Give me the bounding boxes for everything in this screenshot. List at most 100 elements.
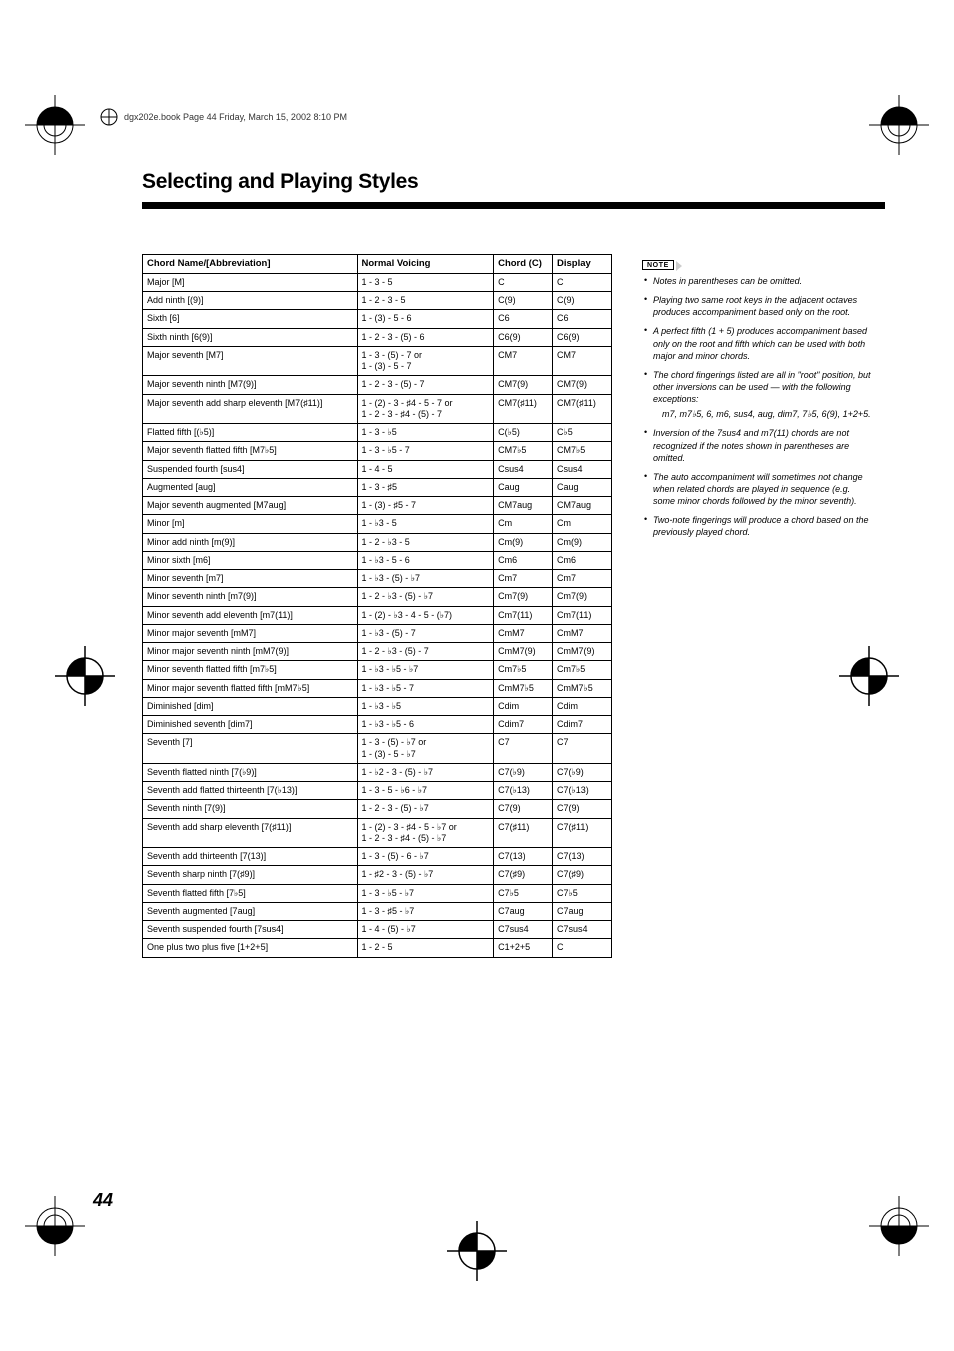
- table-cell: CmM7: [494, 624, 553, 642]
- table-row: Seventh suspended fourth [7sus4]1 - 4 - …: [143, 921, 612, 939]
- table-row: Major seventh ninth [M7(9)]1 - 2 - 3 - (…: [143, 376, 612, 394]
- note-item: The auto accompaniment will sometimes no…: [642, 471, 872, 507]
- table-row: Minor major seventh ninth [mM7(9)]1 - 2 …: [143, 643, 612, 661]
- table-cell: Flatted fifth [(♭5)]: [143, 424, 358, 442]
- table-cell: 1 - ♭2 - 3 - (5) - ♭7: [357, 763, 494, 781]
- table-row: Minor seventh add eleventh [m7(11)]1 - (…: [143, 606, 612, 624]
- table-cell: Seventh suspended fourth [7sus4]: [143, 921, 358, 939]
- crop-mark-icon: [869, 1196, 929, 1256]
- table-cell: C7(♭13): [494, 782, 553, 800]
- table-cell: C7: [494, 734, 553, 764]
- table-cell: Csus4: [553, 460, 612, 478]
- table-cell: Seventh ninth [7(9)]: [143, 800, 358, 818]
- table-row: Seventh add thirteenth [7(13)]1 - 3 - (5…: [143, 848, 612, 866]
- table-cell: Cm7♭5: [494, 661, 553, 679]
- table-cell: CM7: [494, 346, 553, 376]
- table-cell: Add ninth [(9)]: [143, 292, 358, 310]
- note-item: A perfect fifth (1 + 5) produces accompa…: [642, 325, 872, 361]
- table-row: Seventh add sharp eleventh [7(♯11)]1 - (…: [143, 818, 612, 848]
- note-item: Inversion of the 7sus4 and m7(11) chords…: [642, 427, 872, 463]
- table-cell: Cm7(9): [494, 588, 553, 606]
- th-chord: Chord (C): [494, 255, 553, 274]
- table-cell: Cm: [553, 515, 612, 533]
- table-cell: 1 - 2 - ♭3 - (5) - ♭7: [357, 588, 494, 606]
- table-cell: CmM7: [553, 624, 612, 642]
- table-cell: 1 - ♭3 - ♭5: [357, 697, 494, 715]
- table-row: Major seventh add sharp eleventh [M7(♯11…: [143, 394, 612, 424]
- table-cell: C7(13): [553, 848, 612, 866]
- table-cell: C7aug: [553, 902, 612, 920]
- chord-table: Chord Name/[Abbreviation] Normal Voicing…: [142, 254, 612, 958]
- table-cell: 1 - ♭3 - 5 - 6: [357, 551, 494, 569]
- table-cell: Diminished [dim]: [143, 697, 358, 715]
- table-cell: 1 - (3) - 5 - 6: [357, 310, 494, 328]
- note-item: Notes in parentheses can be omitted.: [642, 275, 872, 287]
- table-row: Suspended fourth [sus4]1 - 4 - 5Csus4Csu…: [143, 460, 612, 478]
- table-cell: Csus4: [494, 460, 553, 478]
- table-cell: 1 - 3 - (5) - 6 - ♭7: [357, 848, 494, 866]
- table-cell: Sixth ninth [6(9)]: [143, 328, 358, 346]
- table-cell: C7(♯11): [553, 818, 612, 848]
- doc-header-text: dgx202e.book Page 44 Friday, March 15, 2…: [124, 112, 347, 122]
- table-cell: Minor seventh add eleventh [m7(11)]: [143, 606, 358, 624]
- table-cell: C: [553, 939, 612, 957]
- note-sub: m7, m7♭5, 6, m6, sus4, aug, dim7, 7♭5, 6…: [642, 408, 872, 420]
- table-cell: C6(9): [494, 328, 553, 346]
- table-cell: Suspended fourth [sus4]: [143, 460, 358, 478]
- table-cell: C7sus4: [553, 921, 612, 939]
- table-cell: 1 - 3 - ♯5 - ♭7: [357, 902, 494, 920]
- table-cell: C7(9): [494, 800, 553, 818]
- table-cell: Major seventh ninth [M7(9)]: [143, 376, 358, 394]
- table-cell: 1 - ♭3 - ♭5 - 6: [357, 716, 494, 734]
- page-number: 44: [93, 1190, 113, 1211]
- table-cell: C: [553, 273, 612, 291]
- table-row: Minor seventh flatted fifth [m7♭5]1 - ♭3…: [143, 661, 612, 679]
- table-row: Augmented [aug]1 - 3 - ♯5CaugCaug: [143, 478, 612, 496]
- table-row: Minor sixth [m6]1 - ♭3 - 5 - 6Cm6Cm6: [143, 551, 612, 569]
- th-voicing: Normal Voicing: [357, 255, 494, 274]
- table-cell: One plus two plus five [1+2+5]: [143, 939, 358, 957]
- table-cell: Diminished seventh [dim7]: [143, 716, 358, 734]
- table-cell: C7aug: [494, 902, 553, 920]
- table-row: Add ninth [(9)]1 - 2 - 3 - 5C(9)C(9): [143, 292, 612, 310]
- table-cell: 1 - (3) - ♯5 - 7: [357, 497, 494, 515]
- table-row: Seventh [7]1 - 3 - (5) - ♭7 or1 - (3) - …: [143, 734, 612, 764]
- table-row: Diminished [dim]1 - ♭3 - ♭5CdimCdim: [143, 697, 612, 715]
- table-row: Major seventh flatted fifth [M7♭5]1 - 3 …: [143, 442, 612, 460]
- table-cell: 1 - 2 - 3 - (5) - 6: [357, 328, 494, 346]
- table-row: Seventh add flatted thirteenth [7(♭13)]1…: [143, 782, 612, 800]
- table-cell: C7: [553, 734, 612, 764]
- table-row: Minor major seventh [mM7]1 - ♭3 - (5) - …: [143, 624, 612, 642]
- page-title: Selecting and Playing Styles: [142, 170, 879, 194]
- table-row: Minor [m]1 - ♭3 - 5CmCm: [143, 515, 612, 533]
- table-row: One plus two plus five [1+2+5]1 - 2 - 5 C…: [143, 939, 612, 957]
- table-cell: 1 - ♭3 - (5) - ♭7: [357, 570, 494, 588]
- table-cell: Seventh flatted ninth [7(♭9)]: [143, 763, 358, 781]
- table-cell: Cm7(11): [494, 606, 553, 624]
- table-cell: C7(♭13): [553, 782, 612, 800]
- table-cell: 1 - 2 - 5: [357, 939, 494, 957]
- table-cell: Major seventh [M7]: [143, 346, 358, 376]
- table-cell: 1 - 4 - (5) - ♭7: [357, 921, 494, 939]
- table-row: Diminished seventh [dim7]1 - ♭3 - ♭5 - 6…: [143, 716, 612, 734]
- table-row: Major seventh [M7]1 - 3 - (5) - 7 or1 - …: [143, 346, 612, 376]
- table-cell: C(9): [553, 292, 612, 310]
- table-cell: C7(♭9): [553, 763, 612, 781]
- table-cell: C♭5: [553, 424, 612, 442]
- table-cell: C6: [553, 310, 612, 328]
- table-cell: Major seventh add sharp eleventh [M7(♯11…: [143, 394, 358, 424]
- table-cell: 1 - 3 - ♭5: [357, 424, 494, 442]
- table-cell: Augmented [aug]: [143, 478, 358, 496]
- regmark-icon: [55, 646, 115, 706]
- table-cell: CM7: [553, 346, 612, 376]
- table-header-row: Chord Name/[Abbreviation] Normal Voicing…: [143, 255, 612, 274]
- table-cell: Minor add ninth [m(9)]: [143, 533, 358, 551]
- table-cell: Seventh augmented [7aug]: [143, 902, 358, 920]
- table-cell: CM7♭5: [494, 442, 553, 460]
- table-row: Minor seventh ninth [m7(9)]1 - 2 - ♭3 - …: [143, 588, 612, 606]
- table-cell: C6: [494, 310, 553, 328]
- table-cell: 1 - (2) - 3 - ♯4 - 5 - 7 or1 - 2 - 3 - ♯…: [357, 394, 494, 424]
- table-cell: C7♭5: [553, 884, 612, 902]
- table-cell: Cm7(11): [553, 606, 612, 624]
- table-cell: C7sus4: [494, 921, 553, 939]
